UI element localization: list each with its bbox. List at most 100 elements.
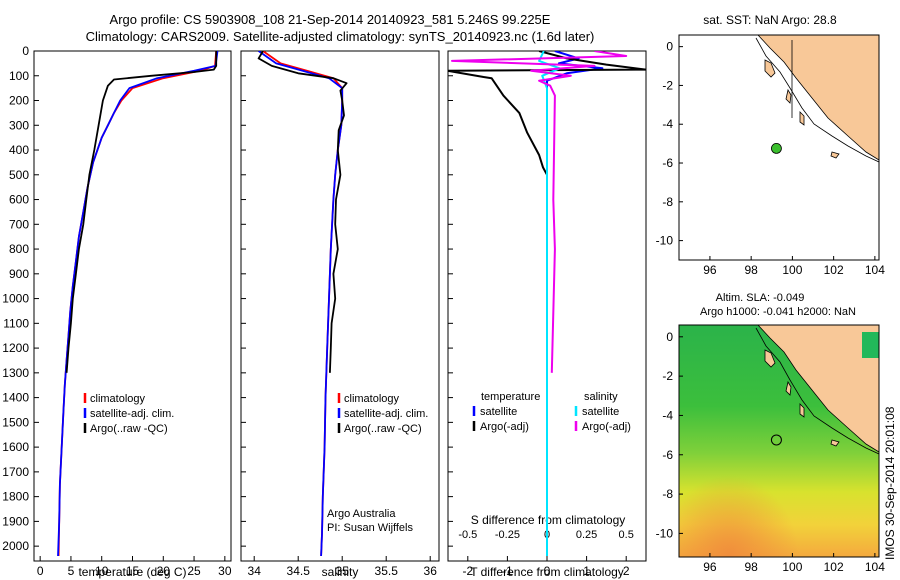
temperature-series-1 (57, 51, 219, 557)
difference-xlabel: T difference from climatology (470, 565, 624, 579)
temperature-ytick-label: 800 (9, 242, 29, 256)
temperature-ytick-label: 1300 (2, 366, 29, 380)
difference-panel: -2 -1 0 1 2T difference from climatology -0.5… (447, 50, 647, 579)
map-xtick-label: 104 (865, 263, 885, 277)
difference-series-2 (538, 51, 561, 556)
temperature-legend-label: Argo(..raw -QC) (90, 423, 168, 435)
temperature-xtick-label: 15 (126, 564, 140, 578)
sla-map-island-enggano (830, 439, 840, 447)
difference-xtick-label: -1 (502, 564, 513, 578)
figure-title-line1: Argo profile: CS 5903908_108 21-Sep-2014… (110, 12, 551, 27)
difference-series-1 (448, 51, 646, 373)
difference-legend-t-label: satellite (480, 406, 517, 418)
sla-map-bathymetry-contour (755, 327, 879, 455)
sla-map-green-patch (862, 332, 879, 358)
difference-series-3 (451, 51, 628, 373)
salinity-legend-label: satellite-adj. clim. (344, 408, 428, 420)
map-xtick-label: 96 (703, 560, 717, 574)
sla-map-title-line1: Altim. SLA: -0.049 (716, 292, 805, 304)
sst-map-bathymetry-contour (755, 37, 879, 163)
difference-legend-s-label: satellite (582, 406, 619, 418)
sst-map-frame (678, 34, 880, 261)
temperature-ytick-label: 700 (9, 217, 29, 231)
sst-map-float-marker (771, 142, 782, 154)
map-xtick-label: 98 (744, 560, 758, 574)
temperature-ytick-label: 400 (9, 143, 29, 157)
temperature-legend-label: climatology (90, 393, 146, 405)
difference-xtick-label: 1 (583, 564, 590, 578)
map-xtick-label: 98 (744, 263, 758, 277)
salinity-legend-label: Argo(..raw -QC) (344, 423, 422, 435)
temperature-ytick-label: 1500 (2, 415, 29, 429)
salinity-xtick-label: 36 (424, 564, 438, 578)
sla-map-island-siberut (799, 403, 805, 418)
temperature-xtick-label: 25 (187, 564, 201, 578)
map-xtick-label: 100 (782, 560, 802, 574)
temperature-xlabel: temperature (deg C) (78, 565, 186, 579)
temperature-ytick-label: 1800 (2, 490, 29, 504)
temperature-xtick-label: 20 (157, 564, 171, 578)
temperature-ytick-label: 1700 (2, 465, 29, 479)
difference-xtick-label: -2 (462, 564, 473, 578)
map-ytick-label: -6 (662, 156, 673, 170)
sst-map-land-sumatra (757, 35, 879, 161)
temperature-xtick-label: 0 (37, 564, 44, 578)
sla-map-ticks: 96 98 100 102 104 0 -2 -4 -6 -8 -10 (656, 330, 886, 574)
sst-map-title: sat. SST: NaN Argo: 28.8 (703, 13, 837, 27)
map-xtick-label: 100 (782, 263, 802, 277)
salinity-series-2 (257, 51, 348, 373)
temperature-ytick-label: 1600 (2, 440, 29, 454)
map-ytick-label: 0 (666, 330, 673, 344)
temperature-xtick-label: 30 (218, 564, 232, 578)
difference-legend-s-label: Argo(-adj) (582, 421, 631, 433)
salinity-series-group (257, 51, 348, 557)
difference-legend-temperature-title: temperature (481, 391, 540, 403)
sst-map-island-nias (785, 88, 792, 104)
map-xtick-label: 102 (824, 560, 844, 574)
difference-s-tick-label: 0.25 (576, 529, 597, 541)
temperature-ytick-label: 1100 (3, 316, 29, 330)
temperature-ytick-label: 2000 (2, 539, 29, 553)
difference-s-tick-label: -0.5 (458, 529, 477, 541)
sla-map-title-line2: Argo h1000: -0.041 h2000: NaN (700, 306, 856, 318)
temperature-ytick-label: 300 (9, 118, 29, 132)
temperature-xtick-label: 10 (95, 564, 109, 578)
map-ytick-label: -2 (662, 78, 673, 92)
sla-map-island-nias (785, 380, 792, 396)
sla-map-land-sumatra (757, 325, 879, 453)
sla-map-island-simeulue (764, 349, 776, 368)
sst-map-island-enggano (830, 151, 840, 159)
map-ytick-label: -4 (662, 117, 673, 131)
figure-title-line2: Climatology: CARS2009. Satellite-adjuste… (86, 29, 595, 44)
salinity-xtick-label: 34 (248, 564, 262, 578)
side-timestamp: IMOS 30-Sep-2014 20:01:08 (883, 406, 897, 560)
salinity-legend-label: climatology (344, 393, 400, 405)
salinity-panel: 34 34.5 35 35.5 36 salinity climatology satelli… (240, 50, 440, 579)
map-ytick-label: -6 (662, 448, 673, 462)
sst-map-island-siberut (799, 111, 805, 126)
map-ytick-label: -4 (662, 408, 673, 422)
difference-s-tick-label: -0.25 (495, 529, 520, 541)
map-xtick-label: 96 (703, 263, 717, 277)
sst-map-island-simeulue (764, 59, 776, 78)
salinity-xtick-label: 34.5 (287, 564, 311, 578)
temperature-axes-frame (33, 50, 232, 562)
map-ytick-label: -10 (656, 526, 674, 540)
temperature-ytick-label: 1900 (2, 514, 29, 528)
map-ytick-label: -8 (662, 487, 673, 501)
temperature-series-2 (65, 51, 218, 373)
temperature-ytick-label: 0 (22, 44, 29, 58)
map-xtick-label: 102 (824, 263, 844, 277)
temperature-ytick-label: 1200 (2, 341, 29, 355)
map-ytick-label: -8 (662, 195, 673, 209)
map-ytick-label: -10 (656, 234, 674, 248)
salinity-xtick-label: 35 (336, 564, 350, 578)
salinity-annotation-line1: Argo Australia (327, 508, 396, 520)
map-xtick-label: 104 (865, 560, 885, 574)
sla-map-float-marker (770, 434, 782, 446)
salinity-annotation-line2: PI: Susan Wijffels (327, 522, 413, 534)
temperature-xtick-label: 5 (68, 564, 75, 578)
difference-series-group (448, 51, 646, 556)
sla-map-frame (678, 324, 880, 558)
